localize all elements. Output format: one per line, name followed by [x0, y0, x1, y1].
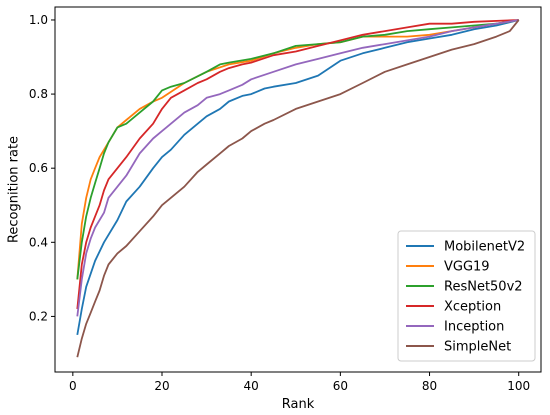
legend-label: MobilenetV2	[444, 240, 525, 255]
x-tick-label: 80	[422, 379, 437, 393]
x-axis: 0 20 40 60 80 100	[69, 372, 530, 393]
series-line-xception	[76, 19, 519, 310]
x-axis-label: Rank	[282, 397, 315, 412]
series-line-inception	[76, 19, 519, 317]
y-axis-label: Recognition rate	[7, 136, 22, 243]
series-line-resnet50v2	[76, 19, 519, 280]
legend: MobilenetV2 VGG19 ResNet50v2 Xception Incept…	[397, 230, 536, 362]
y-tick-label: 0.6	[29, 161, 48, 175]
plot-lines	[76, 19, 520, 358]
x-tick-label: 60	[333, 379, 348, 393]
x-tick-label: 0	[69, 379, 77, 393]
legend-label: Inception	[444, 320, 504, 335]
y-tick-label: 0.2	[29, 309, 48, 323]
y-axis: 0.2 0.4 0.6 0.8 1.0	[29, 13, 55, 323]
plot-frame	[54, 6, 542, 373]
legend-box	[397, 230, 536, 362]
y-tick-label: 0.8	[29, 87, 48, 101]
series-line-mobilenetv2	[76, 19, 519, 336]
series-line-simplenet	[76, 19, 520, 358]
x-tick-label: 100	[507, 379, 530, 393]
y-tick-label: 1.0	[29, 13, 48, 27]
y-tick-label: 0.4	[29, 235, 48, 249]
legend-label: ResNet50v2	[444, 280, 523, 295]
legend-label: SimpleNet	[444, 340, 511, 355]
x-tick-label: 20	[154, 379, 169, 393]
legend-label: Xception	[444, 300, 501, 315]
x-tick-label: 40	[244, 379, 259, 393]
legend-label: VGG19	[444, 260, 490, 275]
